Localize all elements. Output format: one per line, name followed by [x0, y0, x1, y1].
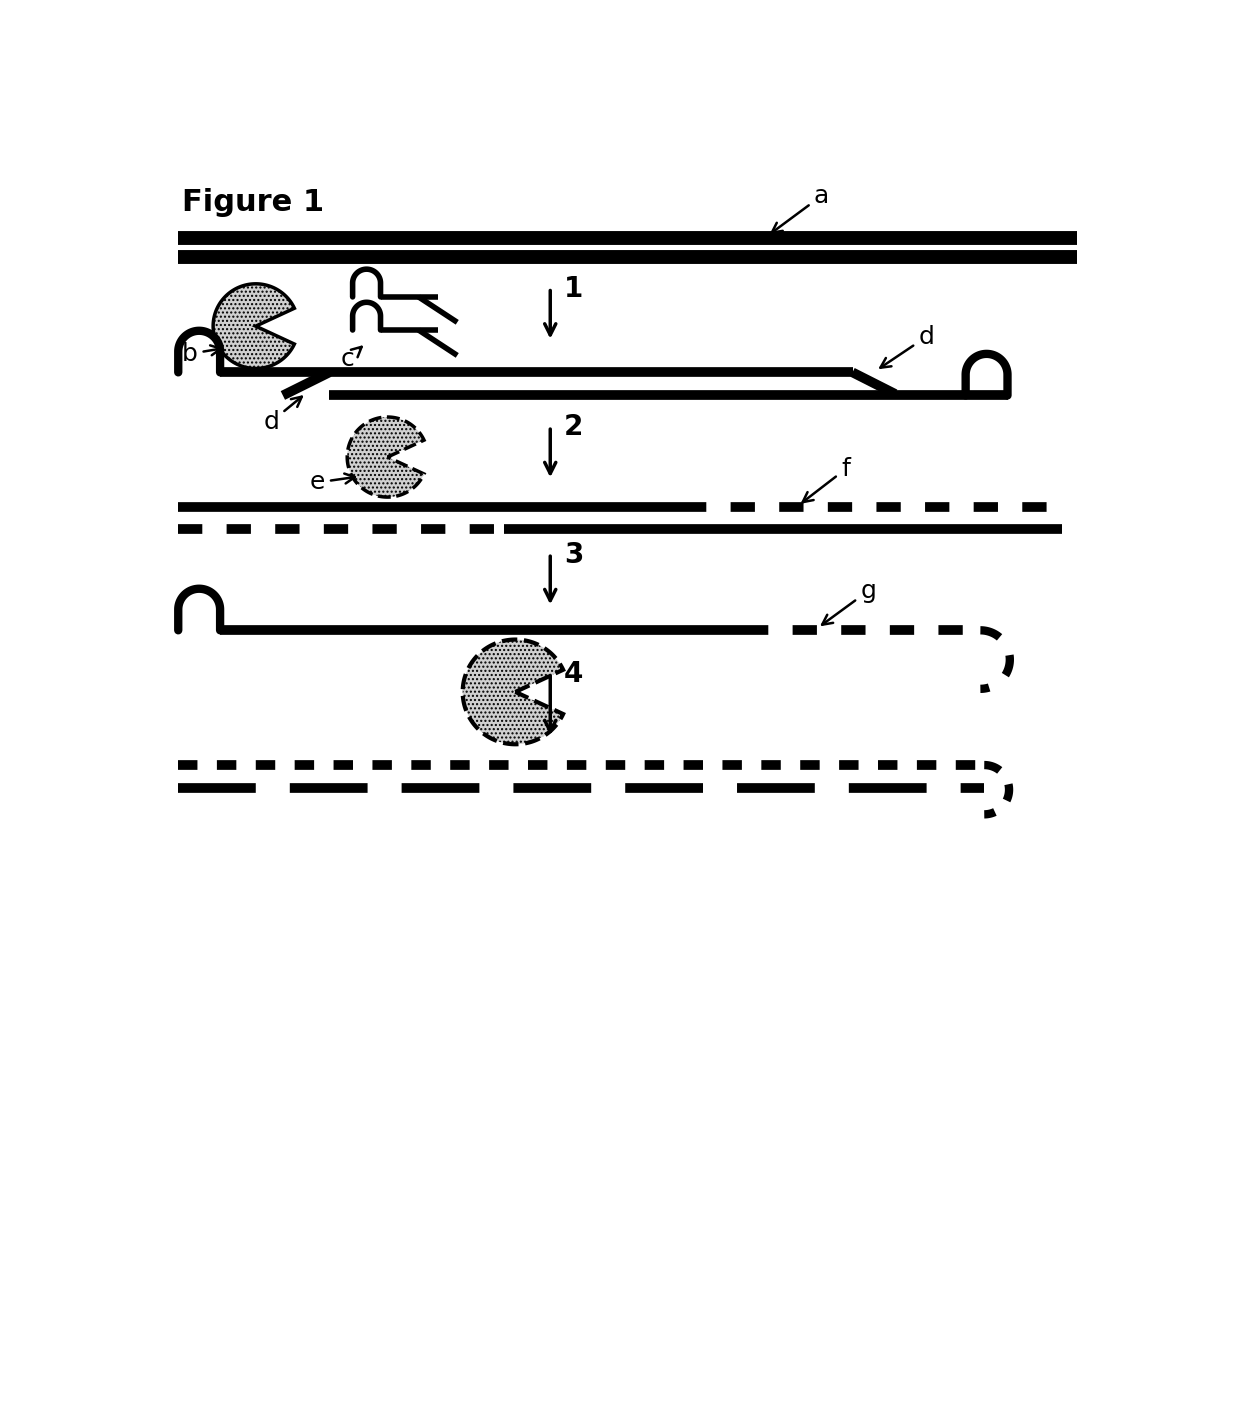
Text: Figure 1: Figure 1: [182, 187, 324, 217]
Text: f: f: [802, 458, 849, 502]
Polygon shape: [347, 417, 424, 497]
Text: d: d: [880, 325, 934, 368]
Text: a: a: [771, 185, 830, 232]
Text: b: b: [182, 342, 221, 366]
Text: 4: 4: [564, 659, 584, 688]
Text: 2: 2: [564, 413, 584, 441]
Text: e: e: [310, 471, 355, 495]
Text: 1: 1: [564, 275, 584, 303]
Text: d: d: [263, 397, 301, 434]
Polygon shape: [463, 640, 563, 744]
Text: c: c: [341, 347, 362, 371]
Text: g: g: [822, 579, 877, 624]
Text: 3: 3: [564, 541, 584, 569]
Polygon shape: [213, 283, 294, 369]
